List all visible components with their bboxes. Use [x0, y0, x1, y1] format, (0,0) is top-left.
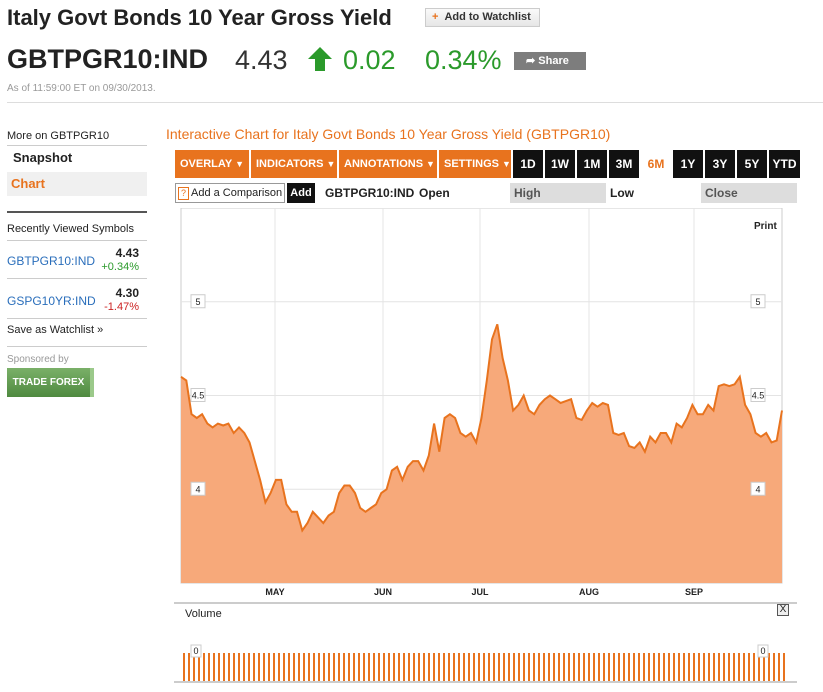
- settings-menu[interactable]: SETTINGS ▼: [439, 150, 511, 178]
- settings-label: SETTINGS: [444, 158, 500, 170]
- x-tick-label: AUG: [579, 587, 599, 597]
- sidebar-item-chart[interactable]: Chart: [7, 172, 147, 196]
- x-tick-label: MAY: [265, 587, 284, 597]
- y-tick-box: [190, 294, 206, 309]
- as-of-timestamp: As of 11:59:00 ET on 09/30/2013.: [7, 83, 156, 94]
- caret-down-icon: ▼: [426, 159, 435, 169]
- indicators-label: INDICATORS: [256, 158, 324, 170]
- y-tick-box: [750, 294, 766, 309]
- caret-down-icon: ▼: [502, 159, 511, 169]
- volume-tick-box: [757, 644, 769, 658]
- recent-symbol-price: 4.30: [115, 286, 139, 300]
- y-tick-label: 4: [195, 484, 200, 494]
- caret-down-icon: ▼: [326, 159, 336, 169]
- help-icon[interactable]: ?: [178, 186, 189, 200]
- recent-symbol-price: 4.43: [115, 246, 139, 260]
- add-to-watchlist-button[interactable]: + Add to Watchlist: [425, 8, 540, 27]
- annotations-menu[interactable]: ANNOTATIONS ▼: [339, 150, 437, 178]
- share-button[interactable]: ➦ Share: [514, 52, 586, 70]
- y-tick-label: 4: [755, 484, 760, 494]
- x-tick-label: JUL: [471, 587, 489, 597]
- sidebar-item-snapshot[interactable]: Snapshot: [13, 150, 73, 165]
- comparison-input[interactable]: ? Add a Comparison: [175, 183, 285, 203]
- close-icon[interactable]: X: [777, 604, 789, 616]
- recent-symbols-heading: Recently Viewed Symbols: [7, 223, 134, 235]
- recent-symbol-change: -1.47%: [104, 301, 139, 313]
- up-arrow-icon: [308, 47, 332, 71]
- range-1y-button[interactable]: 1Y: [673, 150, 703, 178]
- y-tick-label: 4.5: [192, 391, 205, 401]
- divider: [7, 278, 147, 279]
- chart-title: Interactive Chart for Italy Govt Bonds 1…: [166, 126, 611, 142]
- range-5y-button[interactable]: 5Y: [737, 150, 767, 178]
- ohlc-symbol: GBTPGR10:IND: [325, 186, 415, 200]
- share-icon: ➦: [526, 55, 536, 67]
- add-comparison-button[interactable]: Add: [287, 183, 315, 203]
- divider: [7, 145, 147, 146]
- divider: [7, 211, 147, 213]
- y-tick-label: 5: [195, 297, 200, 307]
- volume-tick-box: [190, 644, 202, 658]
- ohlc-close: Close: [701, 183, 797, 203]
- print-link[interactable]: Print: [754, 221, 777, 232]
- share-label: Share: [538, 55, 569, 67]
- annotations-label: ANNOTATIONS: [344, 158, 424, 170]
- divider: [7, 102, 823, 103]
- double-chevron-right-icon: »: [97, 324, 104, 336]
- y-tick-label: 4.5: [752, 391, 765, 401]
- recent-symbol-change: +0.34%: [101, 261, 139, 273]
- range-1d-button[interactable]: 1D: [513, 150, 543, 178]
- x-tick-label: SEP: [685, 587, 703, 597]
- volume-tick-label: 0: [760, 646, 765, 656]
- y-tick-box: [190, 388, 206, 402]
- y-tick-box: [750, 481, 766, 496]
- recent-symbol-link[interactable]: GSPG10YR:IND: [7, 294, 96, 308]
- page-title: Italy Govt Bonds 10 Year Gross Yield: [7, 5, 392, 30]
- overlay-label: OVERLAY: [180, 158, 233, 170]
- plus-icon: +: [432, 11, 439, 23]
- sponsored-label: Sponsored by: [7, 354, 69, 365]
- last-price: 4.43: [235, 45, 288, 75]
- save-as-watchlist-link[interactable]: Save as Watchlist »: [7, 324, 103, 336]
- divider: [7, 318, 147, 319]
- range-6m-button[interactable]: 6M: [641, 150, 671, 178]
- y-tick-box: [190, 481, 206, 496]
- ohlc-low: Low: [610, 186, 634, 200]
- ohlc-high: High: [510, 183, 606, 203]
- comparison-placeholder: Add a Comparison: [191, 187, 283, 199]
- save-as-watchlist-label: Save as Watchlist: [7, 324, 95, 336]
- chart-toolbar: OVERLAY ▼ INDICATORS ▼ ANNOTATIONS ▼ SETTIN…: [175, 150, 802, 178]
- sidebar-heading: More on GBTPGR10: [7, 130, 110, 142]
- add-to-watchlist-label: Add to Watchlist: [444, 11, 531, 23]
- percent-change: 0.34%: [425, 45, 502, 75]
- overlay-menu[interactable]: OVERLAY ▼: [175, 150, 249, 178]
- ticker-symbol: GBTPGR10:IND: [7, 44, 209, 74]
- y-tick-label: 5: [755, 297, 760, 307]
- comparison-row: ? Add a Comparison Add GBTPGR10:IND Open …: [175, 181, 797, 205]
- ohlc-open: Open: [419, 186, 450, 200]
- divider: [7, 346, 147, 347]
- indicators-menu[interactable]: INDICATORS ▼: [251, 150, 337, 178]
- trade-forex-ad[interactable]: TRADE FOREX: [7, 368, 94, 397]
- caret-down-icon: ▼: [235, 159, 245, 169]
- divider: [7, 240, 147, 241]
- volume-tick-label: 0: [193, 646, 198, 656]
- range-1m-button[interactable]: 1M: [577, 150, 607, 178]
- y-tick-box: [750, 388, 766, 402]
- x-tick-label: JUN: [374, 587, 392, 597]
- range-3y-button[interactable]: 3Y: [705, 150, 735, 178]
- price-change: 0.02: [343, 45, 396, 75]
- series-line: [180, 323, 783, 533]
- recent-symbol-link[interactable]: GBTPGR10:IND: [7, 254, 96, 268]
- series-area: [181, 324, 782, 583]
- yield-chart[interactable]: 4 4 4.5 4.5 5 5 MAY JUN JUL AUG SEP 0 0: [174, 208, 797, 685]
- range-3m-button[interactable]: 3M: [609, 150, 639, 178]
- range-1w-button[interactable]: 1W: [545, 150, 575, 178]
- range-ytd-button[interactable]: YTD: [769, 150, 800, 178]
- volume-label: Volume: [185, 608, 222, 620]
